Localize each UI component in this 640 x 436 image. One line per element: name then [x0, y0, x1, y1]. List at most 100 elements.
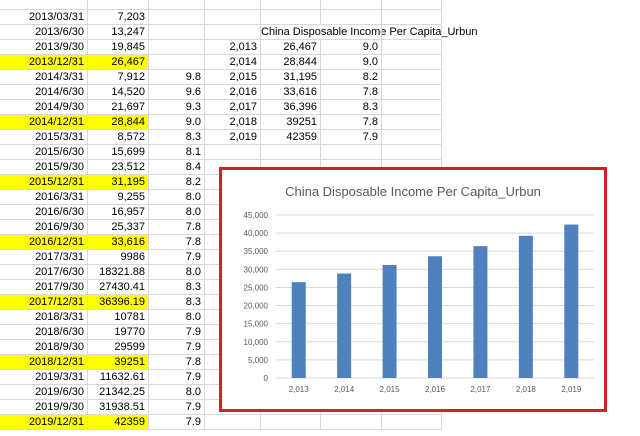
date-cell[interactable]: 2019/6/30	[0, 385, 88, 400]
growth-cell[interactable]: 7.8	[321, 85, 382, 100]
value-cell[interactable]: 33,616	[88, 235, 149, 250]
empty-cell[interactable]	[205, 415, 261, 430]
value-cell[interactable]: 28,844	[261, 55, 321, 70]
value-cell[interactable]: 26,467	[261, 40, 321, 55]
date-cell[interactable]: 2014/3/31	[0, 70, 88, 85]
year-cell[interactable]: 2,013	[205, 40, 261, 55]
growth-cell[interactable]: 9.3	[149, 100, 205, 115]
date-cell[interactable]: 2017/6/30	[0, 265, 88, 280]
value-cell[interactable]: 39251	[88, 355, 149, 370]
empty-cell[interactable]	[205, 145, 261, 160]
growth-cell[interactable]: 9.8	[149, 70, 205, 85]
growth-cell[interactable]: 8.0	[149, 190, 205, 205]
empty-cell[interactable]	[205, 10, 261, 25]
value-cell[interactable]: 31938.51	[88, 400, 149, 415]
empty-cell[interactable]	[382, 40, 442, 55]
value-cell[interactable]: 31,195	[88, 175, 149, 190]
value-cell[interactable]: 19770	[88, 325, 149, 340]
growth-cell[interactable]: 7.8	[321, 115, 382, 130]
growth-cell[interactable]: 8.4	[149, 160, 205, 175]
date-cell[interactable]: 2019/3/31	[0, 370, 88, 385]
empty-cell[interactable]	[205, 25, 261, 40]
growth-cell[interactable]: 7.8	[149, 235, 205, 250]
growth-cell[interactable]: 7.9	[149, 415, 205, 430]
growth-cell[interactable]: 8.0	[149, 205, 205, 220]
empty-cell[interactable]	[321, 0, 382, 10]
empty-cell[interactable]	[261, 415, 321, 430]
date-cell[interactable]: 2017/9/30	[0, 280, 88, 295]
empty-cell[interactable]	[382, 100, 442, 115]
empty-cell[interactable]	[382, 70, 442, 85]
date-cell[interactable]: 2013/03/31	[0, 10, 88, 25]
empty-cell[interactable]	[382, 415, 442, 430]
value-cell[interactable]: 39251	[261, 115, 321, 130]
date-cell[interactable]: 2016/9/30	[0, 220, 88, 235]
empty-cell[interactable]	[382, 25, 442, 40]
date-cell[interactable]: 2016/3/31	[0, 190, 88, 205]
date-cell[interactable]: 2014/6/30	[0, 85, 88, 100]
date-cell[interactable]: 2013/9/30	[0, 40, 88, 55]
date-cell[interactable]: 2015/3/31	[0, 130, 88, 145]
value-cell[interactable]: 19,845	[88, 40, 149, 55]
growth-cell[interactable]: 9.0	[321, 55, 382, 70]
date-cell[interactable]: 2019/9/30	[0, 400, 88, 415]
growth-cell[interactable]: 8.3	[149, 295, 205, 310]
value-cell[interactable]: 13,247	[88, 25, 149, 40]
value-cell[interactable]: 14,520	[88, 85, 149, 100]
value-cell[interactable]: 36396.19	[88, 295, 149, 310]
growth-cell[interactable]	[149, 10, 205, 25]
chart-frame[interactable]: China Disposable Income Per Capita_Urbun…	[219, 167, 607, 412]
growth-cell[interactable]: 9.6	[149, 85, 205, 100]
value-cell[interactable]: 28,844	[88, 115, 149, 130]
value-cell[interactable]: 9986	[88, 250, 149, 265]
empty-cell[interactable]	[321, 415, 382, 430]
date-cell[interactable]: 2015/12/31	[0, 175, 88, 190]
growth-cell[interactable]: 7.9	[149, 400, 205, 415]
empty-cell[interactable]	[0, 0, 88, 10]
value-cell[interactable]: 27430.41	[88, 280, 149, 295]
empty-cell[interactable]	[382, 10, 442, 25]
growth-cell[interactable]	[149, 40, 205, 55]
value-cell[interactable]: 21342.25	[88, 385, 149, 400]
growth-cell[interactable]: 7.8	[149, 355, 205, 370]
date-cell[interactable]: 2018/9/30	[0, 340, 88, 355]
growth-cell[interactable]: 9.0	[149, 115, 205, 130]
year-cell[interactable]: 2,018	[205, 115, 261, 130]
value-cell[interactable]: 42359	[261, 130, 321, 145]
growth-cell[interactable]: 7.9	[149, 250, 205, 265]
value-cell[interactable]: 42359	[88, 415, 149, 430]
value-cell[interactable]: 8,572	[88, 130, 149, 145]
growth-cell[interactable]: 9.0	[321, 40, 382, 55]
date-cell[interactable]: 2013/12/31	[0, 55, 88, 70]
growth-cell[interactable]: 8.3	[149, 280, 205, 295]
table-title[interactable]: China Disposable Income Per Capita_Urbun	[261, 26, 478, 40]
growth-cell[interactable]: 8.2	[149, 175, 205, 190]
empty-cell[interactable]	[321, 145, 382, 160]
date-cell[interactable]: 2016/6/30	[0, 205, 88, 220]
date-cell[interactable]: 2019/12/31	[0, 415, 88, 430]
empty-cell[interactable]	[149, 0, 205, 10]
empty-cell[interactable]	[382, 130, 442, 145]
empty-cell[interactable]	[382, 0, 442, 10]
value-cell[interactable]: 9,255	[88, 190, 149, 205]
empty-cell[interactable]	[382, 55, 442, 70]
growth-cell[interactable]: 7.8	[149, 220, 205, 235]
growth-cell[interactable]: 7.9	[149, 325, 205, 340]
value-cell[interactable]: 26,467	[88, 55, 149, 70]
empty-cell[interactable]	[261, 0, 321, 10]
growth-cell[interactable]: 8.1	[149, 145, 205, 160]
value-cell[interactable]: 7,912	[88, 70, 149, 85]
year-cell[interactable]: 2,016	[205, 85, 261, 100]
date-cell[interactable]: 2013/6/30	[0, 25, 88, 40]
value-cell[interactable]: 11632.61	[88, 370, 149, 385]
value-cell[interactable]: 10781	[88, 310, 149, 325]
value-cell[interactable]: 21,697	[88, 100, 149, 115]
growth-cell[interactable]: 7.9	[149, 340, 205, 355]
growth-cell[interactable]: 8.0	[149, 265, 205, 280]
growth-cell[interactable]: 8.0	[149, 310, 205, 325]
empty-cell[interactable]	[382, 145, 442, 160]
growth-cell[interactable]: 8.2	[321, 70, 382, 85]
value-cell[interactable]: 36,396	[261, 100, 321, 115]
date-cell[interactable]: 2018/12/31	[0, 355, 88, 370]
date-cell[interactable]: 2018/6/30	[0, 325, 88, 340]
